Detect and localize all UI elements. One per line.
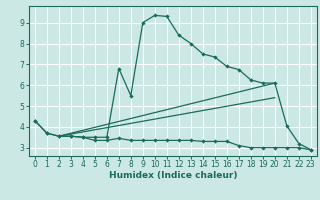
X-axis label: Humidex (Indice chaleur): Humidex (Indice chaleur) — [108, 171, 237, 180]
